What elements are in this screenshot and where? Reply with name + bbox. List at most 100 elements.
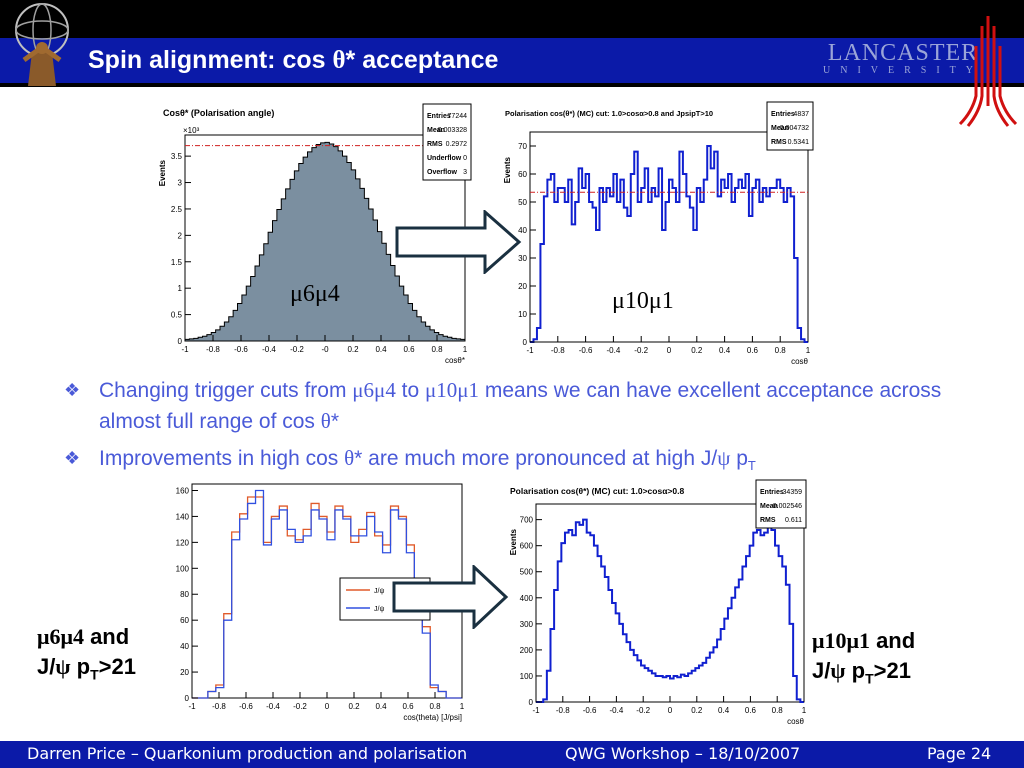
x-tick-label: 0.4 [375,345,387,354]
histogram-fill [184,141,466,342]
stats-key: Underflow [427,155,462,162]
stats-box [422,103,472,181]
y-tick-label: 200 [520,646,534,655]
y-axis-label: Events [503,156,512,183]
university-line1: LANCASTER [827,40,979,66]
series-line-1 [192,489,462,699]
x-axis-label: cosθ* [445,356,465,365]
x-tick-label: -0 [321,345,329,354]
stats-key: Entries [427,113,451,120]
university-line2: UNIVERSITY [823,65,983,76]
stats-key: Entries [760,489,784,496]
x-tick-label: 0.2 [691,346,703,355]
stats-value: 3 [463,169,467,176]
stats-value: -0.002546 [770,503,802,510]
y-tick-label: 120 [176,538,190,547]
stats-key: Mean [771,125,789,132]
stats-key: Mean [760,503,778,510]
y-tick-label: 60 [180,616,189,625]
x-tick-label: -0.6 [583,706,597,715]
y-tick-label: 1.5 [171,258,183,267]
x-tick-label: 0.4 [719,346,731,355]
y-tick-label: 0 [529,698,534,707]
y-tick-label: 2.5 [171,205,183,214]
y-tick-label: 400 [520,594,534,603]
y-tick-label: 70 [518,142,527,151]
caption-bottom-left: μ6μ4 and J/ψ pT>21 [37,624,136,683]
caption-bottom-right: μ10μ1 and J/ψ pT>21 [812,628,916,687]
footer-page: Page 24 [927,744,992,763]
x-tick-label: 0.2 [691,706,703,715]
x-tick-label: -0.2 [293,702,307,711]
x-tick-label: 1 [802,706,807,715]
y-tick-label: 0.5 [171,311,183,320]
bullet-item: ❖ Improvements in high cos θ* are much m… [64,443,944,481]
y-tick-label: 300 [520,620,534,629]
plot-frame [535,503,805,703]
stats-box [766,101,814,151]
arrow-bottom-icon [392,565,509,629]
x-tick-label: 0 [325,702,330,711]
y-tick-label: 60 [518,170,527,179]
label-mu10mu1: μ10μ1 [612,288,674,314]
chart-title: Cosθ* (Polarisation angle) [163,108,274,118]
x-tick-label: -0.6 [579,346,593,355]
x-tick-label: 0.2 [348,702,360,711]
y-tick-label: 140 [176,512,190,521]
x-tick-label: 0.6 [747,346,759,355]
x-tick-label: -1 [532,706,540,715]
y-tick-label: 40 [518,226,527,235]
y-tick-label: 1 [178,284,183,293]
x-tick-label: 0.8 [772,706,784,715]
y-tick-label: 50 [518,198,527,207]
footer-event: QWG Workshop – 18/10/2007 [565,744,801,763]
atlas-logo-icon [15,3,69,86]
x-tick-label: -0.2 [634,346,648,355]
title-bar [0,0,1024,87]
x-axis-label: cosθ [791,357,808,365]
x-tick-label: -0.2 [636,706,650,715]
y-tick-label: 10 [518,310,527,319]
stats-key: RMS [760,517,776,524]
chart-title: Polarisation cos(θ*) (MC) cut: 1.0>cosα>… [505,109,713,118]
histogram-line [536,518,804,703]
y-tick-label: 2 [178,231,183,240]
bullet-list: ❖ Changing trigger cuts from μ6μ4 to μ10… [64,375,944,487]
stats-value: -0.004732 [777,125,809,132]
x-tick-label: 0.2 [347,345,359,354]
title-band [0,38,1024,83]
x-tick-label: -0.8 [551,346,565,355]
x-tick-label: 0.4 [718,706,730,715]
x-tick-label: 0 [668,706,673,715]
footer-bar: Darren Price – Quarkonium production and… [0,741,1024,768]
lancaster-emblem-icon [958,16,1018,127]
slide-title: Spin alignment: cos θ* acceptance [88,46,499,74]
x-tick-label: 0.8 [431,345,443,354]
x-tick-label: -0.2 [290,345,304,354]
x-tick-label: 0.8 [429,702,441,711]
y-tick-label: 0 [178,337,183,346]
stats-value: 0.5341 [788,139,810,146]
y-tick-label: 20 [518,282,527,291]
stats-value: 0.2972 [446,141,468,148]
x-tick-label: -0.8 [556,706,570,715]
x-tick-label: -0.4 [266,702,280,711]
label-mu6mu4: μ6μ4 [290,281,340,307]
x-tick-label: -1 [188,702,196,711]
y-tick-label: 600 [520,542,534,551]
y-axis-label: Events [158,159,167,186]
x-tick-label: 1 [460,702,465,711]
x-tick-label: -0.4 [262,345,276,354]
bullet-item: ❖ Changing trigger cuts from μ6μ4 to μ10… [64,375,944,437]
stats-box [755,479,807,529]
diamond-bullet-icon: ❖ [64,380,81,400]
y-tick-label: 160 [176,486,190,495]
stats-value: 0.003328 [438,127,467,134]
y-tick-label: 100 [520,672,534,681]
y-tick-label: 3 [178,179,183,188]
plot-top-right: -1 -0.8 -0.6 -0.4 -0.2 0 0.2 0.4 0.6 0.8 101020304… [503,101,814,365]
y-axis-label: Events [509,528,518,555]
x-tick-label: 1 [806,346,811,355]
y-tick-label: 0 [523,338,528,347]
stats-key: Mean [427,127,445,134]
